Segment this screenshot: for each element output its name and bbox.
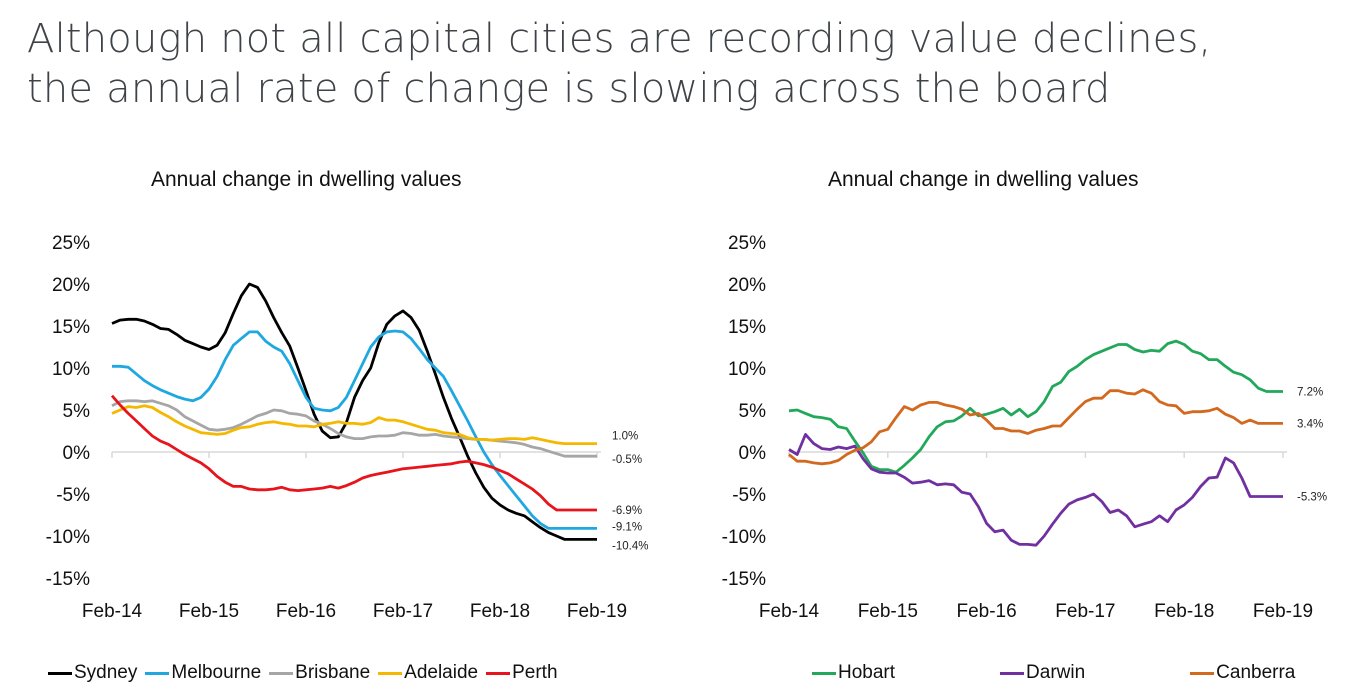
end-value-label-hobart: 7.2% [1297, 387, 1323, 399]
legend-swatch [269, 671, 294, 675]
headline: Although not all capital cities are reco… [27, 14, 1211, 114]
x-tick-label: Feb-18 [470, 601, 530, 622]
series-line-darwin [788, 432, 1283, 547]
series-line-hobart [788, 339, 1283, 474]
legend-swatch [486, 671, 511, 675]
y-tick-label: 10% [728, 359, 766, 380]
y-tick-label: 20% [728, 275, 766, 296]
y-tick-label: 10% [52, 359, 90, 380]
series-line-perth [110, 394, 597, 512]
end-value-label-canberra: 3.4% [1297, 418, 1323, 430]
y-tick-label: 15% [52, 317, 90, 338]
y-tick-label: 15% [728, 317, 766, 338]
end-value-label-brisbane: -0.5% [612, 454, 642, 466]
left-legend: Sydney Melbourne Brisbane Adelaide Perth [48, 662, 566, 684]
legend-item-sydney: Sydney [48, 662, 137, 684]
legend-label: Melbourne [171, 662, 262, 683]
legend-label: Darwin [1026, 662, 1086, 683]
series-line-sydney [111, 282, 597, 541]
y-tick-label: 0% [739, 443, 767, 464]
series-line-adelaide [111, 404, 597, 446]
series-line-melbourne [112, 329, 597, 530]
x-tick-label: Feb-19 [567, 601, 627, 622]
x-tick-label: Feb-16 [276, 601, 336, 622]
legend-swatch [378, 671, 403, 675]
y-tick-label: -5% [56, 485, 90, 506]
series-line-canberra [788, 388, 1283, 466]
y-tick-label: -15% [46, 569, 90, 590]
end-value-label-adelaide: 1.0% [612, 431, 638, 443]
y-tick-label: 20% [52, 275, 90, 296]
x-tick-label: Feb-15 [179, 601, 239, 622]
legend-item-melbourne: Melbourne [145, 662, 261, 684]
end-value-label-sydney: -10.4% [612, 540, 648, 552]
y-tick-label: -10% [722, 527, 766, 548]
legend-item-brisbane: Brisbane [269, 662, 370, 684]
x-tick-label: Feb-18 [1154, 601, 1214, 622]
y-tick-label: -10% [46, 527, 90, 548]
legend-item-adelaide: Adelaide [378, 662, 478, 684]
y-tick-label: 25% [52, 233, 90, 254]
right-chart-title: Annual change in dwelling values [828, 168, 1139, 191]
y-tick-label: -5% [732, 485, 766, 506]
y-tick-label: 25% [728, 233, 766, 254]
series-line-brisbane [111, 399, 597, 458]
legend-label: Canberra [1216, 662, 1296, 683]
y-tick-label: 5% [63, 401, 91, 422]
left-chart-title: Annual change in dwelling values [151, 168, 462, 191]
legend-swatch [1000, 671, 1025, 675]
x-tick-label: Feb-19 [1253, 601, 1313, 622]
legend-item-perth: Perth [486, 662, 558, 684]
end-value-label-perth: -6.9% [612, 505, 642, 517]
legend-swatch [145, 671, 170, 675]
legend-swatch [1190, 671, 1215, 675]
legend-label: Perth [512, 662, 558, 683]
x-tick-label: Feb-16 [956, 601, 1016, 622]
y-tick-label: -15% [722, 569, 766, 590]
legend-label: Hobart [838, 662, 896, 683]
x-tick-label: Feb-15 [858, 601, 918, 622]
legend-item-canberra: Canberra [1190, 662, 1295, 684]
headline-line-2: the annual rate of change is slowing acr… [27, 66, 1111, 112]
y-tick-label: 0% [63, 443, 91, 464]
legend-swatch [48, 671, 72, 675]
legend-label: Brisbane [295, 662, 371, 683]
legend-label: Adelaide [404, 662, 479, 683]
right-chart: 25% 20% 15% 10% 5% 0% -5% -10% -15% Feb-14 Feb-15 F… [722, 233, 1327, 622]
legend-swatch [812, 671, 836, 675]
x-tick-label: Feb-14 [82, 601, 143, 622]
headline-line-1: Although not all capital cities are reco… [27, 16, 1212, 62]
end-value-label-melbourne: -9.1% [612, 521, 642, 533]
right-legend: Hobart Darwin Canberra [812, 662, 1372, 684]
y-tick-label: 5% [739, 401, 767, 422]
end-value-label-darwin: -5.3% [1297, 492, 1327, 504]
legend-label: Sydney [74, 662, 138, 683]
left-chart: 25% 20% 15% 10% 5% 0% -5% -10% -15% Feb-14 Feb-15 F… [46, 233, 649, 622]
x-tick-label: Feb-17 [373, 601, 433, 622]
legend-item-hobart: Hobart [812, 662, 895, 684]
legend-item-darwin: Darwin [1000, 662, 1085, 684]
x-tick-label: Feb-17 [1055, 601, 1115, 622]
x-tick-label: Feb-14 [759, 601, 820, 622]
